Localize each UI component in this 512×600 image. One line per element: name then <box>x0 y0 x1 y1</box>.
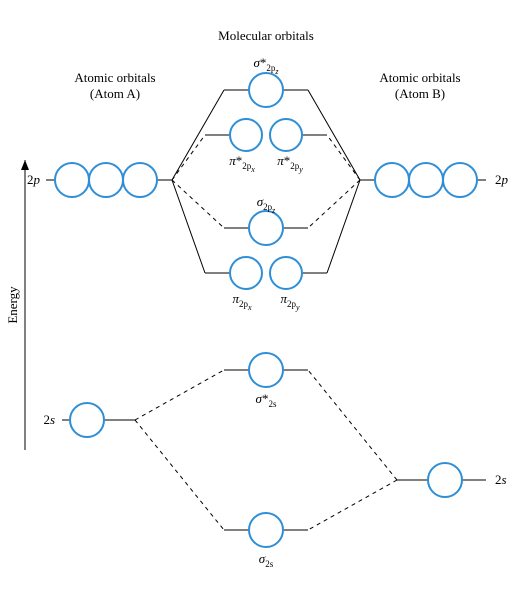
svg-text:2s: 2s <box>495 472 507 487</box>
svg-text:2s: 2s <box>43 412 55 427</box>
svg-text:π*2px: π*2px <box>229 153 255 174</box>
svg-text:2p: 2p <box>495 172 509 187</box>
svg-text:σ*2pz: σ*2pz <box>253 55 279 76</box>
svg-text:π2px: π2px <box>232 291 252 312</box>
svg-text:π*2py: π*2py <box>277 153 303 174</box>
svg-text:π2py: π2py <box>280 291 300 312</box>
svg-text:Atomic orbitals: Atomic orbitals <box>74 70 155 85</box>
svg-text:Energy: Energy <box>5 286 20 324</box>
svg-text:σ*2s: σ*2s <box>256 391 277 409</box>
svg-text:σ2s: σ2s <box>259 551 274 569</box>
svg-text:(Atom B): (Atom B) <box>395 86 445 101</box>
svg-text:Molecular orbitals: Molecular orbitals <box>218 28 314 43</box>
svg-text:Atomic orbitals: Atomic orbitals <box>379 70 460 85</box>
svg-text:(Atom A): (Atom A) <box>90 86 140 101</box>
svg-text:2p: 2p <box>27 172 41 187</box>
